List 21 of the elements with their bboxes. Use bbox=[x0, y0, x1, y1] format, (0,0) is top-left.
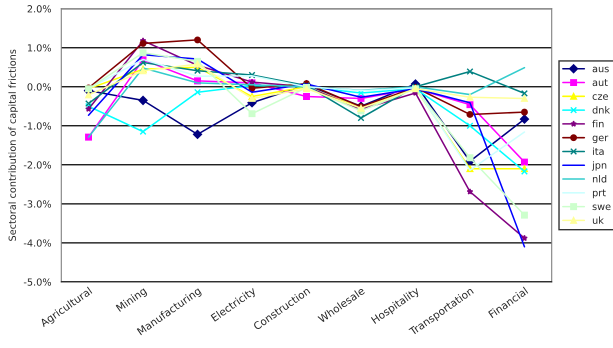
legend-label: ita bbox=[592, 147, 604, 156]
y-tick-label: -2.0% bbox=[24, 161, 52, 169]
y-tick-label: -5.0% bbox=[24, 278, 52, 286]
legend-label: jpn bbox=[592, 161, 606, 171]
legend-label: prt bbox=[592, 189, 606, 198]
y-axis-title: Sectoral contribution of capital frictions bbox=[8, 50, 18, 241]
legend-label: uk bbox=[592, 216, 604, 224]
legend-label: dnk bbox=[592, 106, 610, 114]
y-tick-label: -4.0% bbox=[24, 239, 52, 247]
legend-label: cze bbox=[592, 94, 608, 100]
legend-label: ger bbox=[592, 136, 608, 144]
legend-label: fin bbox=[592, 120, 604, 128]
legend-label: aut bbox=[592, 79, 608, 86]
legend-label: swe bbox=[592, 204, 611, 210]
y-tick-label: -1.0% bbox=[24, 122, 52, 130]
y-tick-label: 2.0% bbox=[28, 5, 52, 13]
y-tick-label: 1.0% bbox=[28, 44, 52, 52]
legend-label: aus bbox=[592, 66, 609, 72]
y-tick-label: -3.0% bbox=[24, 200, 52, 208]
legend-label: nld bbox=[592, 175, 606, 183]
y-tick-label: 0.0% bbox=[28, 83, 52, 91]
